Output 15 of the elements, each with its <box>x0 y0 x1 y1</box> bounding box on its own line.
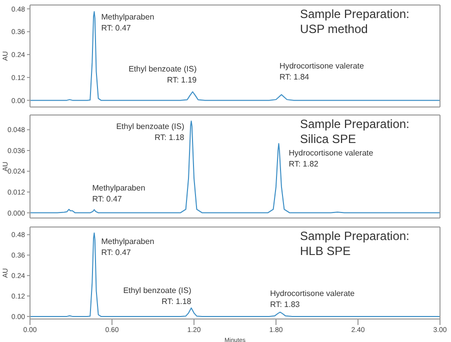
annotation: Hydrocortisone valerate RT: 1.83 <box>270 289 356 310</box>
annotation: Hydrocortisone valerate RT: 1.82 <box>288 148 374 169</box>
text: Sample Preparation: HLB SPE <box>300 229 410 259</box>
annotation: Methylparaben RT: 0.47 <box>101 236 154 257</box>
annotation: Methylparaben RT: 0.47 <box>92 184 146 204</box>
annotation: Ethyl benzoate (IS) RT: 1.18 <box>116 122 185 142</box>
text: Sample Preparation: USP method <box>300 7 410 37</box>
line-series <box>30 120 440 214</box>
text: Sample Preparation: Silica SPE <box>300 117 410 147</box>
annotation: Ethyl benzoate (IS) RT: 1.18 <box>123 286 192 306</box>
annotation: Methylparaben RT: 0.47 <box>101 12 154 33</box>
line-series <box>30 232 440 317</box>
annotation: Hydrocortisone valerate RT: 1.84 <box>279 62 364 82</box>
annotation: Ethyl benzoate (IS) RT: 1.19 <box>128 64 198 85</box>
line-series <box>30 11 440 101</box>
